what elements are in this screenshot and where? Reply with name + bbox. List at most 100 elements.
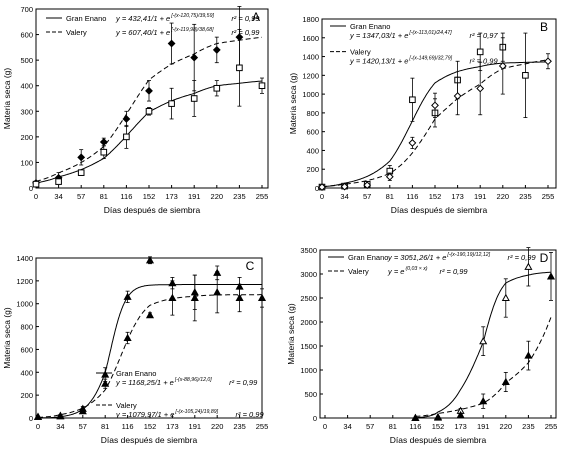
x-tick-label: 220	[500, 422, 513, 431]
y-tick-label: 400	[306, 146, 319, 155]
legend-r2: r² = 0,99	[235, 410, 264, 419]
y-tick-label: 500	[20, 56, 33, 65]
data-point	[190, 53, 199, 62]
y-tick-label: 1400	[16, 254, 33, 263]
y-axis-label: Materia seca (g)	[286, 303, 296, 365]
data-point	[408, 139, 417, 147]
x-tick-label: 81	[100, 192, 108, 201]
legend-r2: r² = 0,99	[229, 378, 258, 387]
y-tick-label: 1400	[302, 53, 319, 62]
panel-a: A 0 100 200 300 400 500 600 700 0 34 57 81 116 152 173 1…	[2, 5, 269, 215]
y-tick-label: 500	[304, 390, 317, 399]
data-point	[257, 293, 267, 302]
legend: Gran Enano y = 432,41/1 + e [-(x-120,75)/3…	[46, 13, 260, 37]
data-point	[522, 72, 529, 79]
x-tick-label: 34	[343, 422, 351, 431]
x-tick-label: 235	[233, 192, 246, 201]
legend-label: Valery	[348, 267, 369, 276]
x-axis-label: Días después de siembra	[390, 435, 487, 445]
legend-label: Gran Enano	[116, 369, 156, 378]
data-point	[168, 293, 177, 302]
data-point	[190, 95, 198, 102]
data-point	[123, 292, 132, 300]
legend-label: Gran Enano	[350, 22, 390, 31]
x-tick-label: 0	[36, 422, 40, 431]
y-tick-label: 800	[20, 323, 33, 332]
y-tick-label: 1200	[302, 71, 319, 80]
legend-r2: r² = 0,99	[231, 14, 260, 23]
data-point	[213, 84, 221, 92]
data-point	[456, 410, 465, 419]
legend-equation: y = 1347,03/1 + e	[349, 31, 408, 40]
y-axis-label: Materia seca (g)	[288, 73, 298, 135]
x-tick-label: 191	[477, 422, 490, 431]
curve-gran-enano	[415, 271, 552, 418]
data-point	[190, 293, 199, 302]
x-tick-label: 255	[542, 192, 555, 201]
legend-equation: y = e	[387, 267, 404, 276]
y-tick-label: 3000	[300, 270, 317, 279]
legend-equation: y = 1420,13/1 + e	[349, 57, 408, 66]
data-point	[258, 82, 266, 90]
data-point	[524, 351, 533, 359]
data-point	[363, 181, 372, 190]
y-tick-label: 3500	[300, 246, 317, 255]
x-tick-label: 255	[256, 422, 269, 431]
legend-exponent: [-(x-120,75)/39,59]	[170, 13, 214, 19]
curve-gran-enano	[322, 61, 548, 188]
y-tick-label: 1000	[302, 90, 319, 99]
x-tick-label: 57	[366, 422, 374, 431]
data-point	[101, 379, 110, 387]
y-tick-label: 100	[20, 158, 33, 167]
x-tick-label: 81	[386, 192, 394, 201]
data-point	[123, 133, 130, 141]
legend-exponent: [-(x-113,01)/24,47]	[408, 30, 452, 36]
y-tick-label: 0	[315, 184, 319, 193]
legend: Gran Enano y = 3051,26/1 + e [-(x-190,19)/…	[328, 252, 536, 276]
data-point	[32, 180, 40, 188]
data-point	[213, 288, 222, 296]
data-point	[385, 172, 394, 181]
data-point	[340, 182, 349, 191]
data-point	[122, 115, 131, 123]
data-point	[236, 64, 243, 72]
x-tick-label: 116	[409, 422, 421, 431]
curve-gran-enano	[36, 80, 263, 184]
x-tick-label: 152	[432, 422, 445, 431]
data-point	[524, 262, 533, 270]
y-axis-label: Materia seca (g)	[2, 307, 12, 369]
data-point	[212, 46, 221, 54]
x-tick-label: 191	[474, 192, 487, 201]
data-point	[546, 272, 556, 280]
legend-equation: y = 607,40/1 + e	[115, 28, 170, 37]
data-point	[501, 377, 510, 386]
y-tick-label: 600	[20, 31, 33, 40]
curve-valery	[415, 317, 552, 417]
x-tick-label: 81	[389, 422, 397, 431]
data-point	[33, 412, 43, 420]
data-point	[145, 310, 155, 319]
legend-exponent: [-(x-88,96)/12,0]	[174, 377, 212, 383]
data-point	[168, 100, 175, 107]
curve-valery	[37, 294, 262, 418]
data-point	[431, 101, 439, 110]
x-tick-label: 152	[429, 192, 442, 201]
y-tick-label: 0	[313, 414, 317, 423]
data-point	[101, 370, 110, 378]
x-axis-label: Días después de siembra	[104, 205, 201, 215]
data-point	[145, 86, 153, 95]
x-tick-label: 0	[320, 192, 324, 201]
panel-c: C 0 200 400 600 800 1000 1200 1400 0 34 57 81 116 152 1…	[2, 254, 268, 445]
x-tick-label: 0	[323, 422, 327, 431]
x-tick-label: 116	[120, 192, 132, 201]
plot-frame	[321, 18, 557, 189]
legend-equation: y = 432,41/1 + e	[115, 14, 170, 23]
x-tick-label: 235	[522, 422, 535, 431]
legend-exponent: [-(x-105,24)/19,89]	[174, 409, 218, 415]
legend-exponent: [-(x-190,19)/12,12]	[446, 252, 490, 258]
data-point	[77, 169, 85, 176]
y-tick-label: 1600	[302, 34, 319, 43]
x-tick-label: 173	[454, 422, 467, 431]
data-point	[78, 406, 87, 415]
